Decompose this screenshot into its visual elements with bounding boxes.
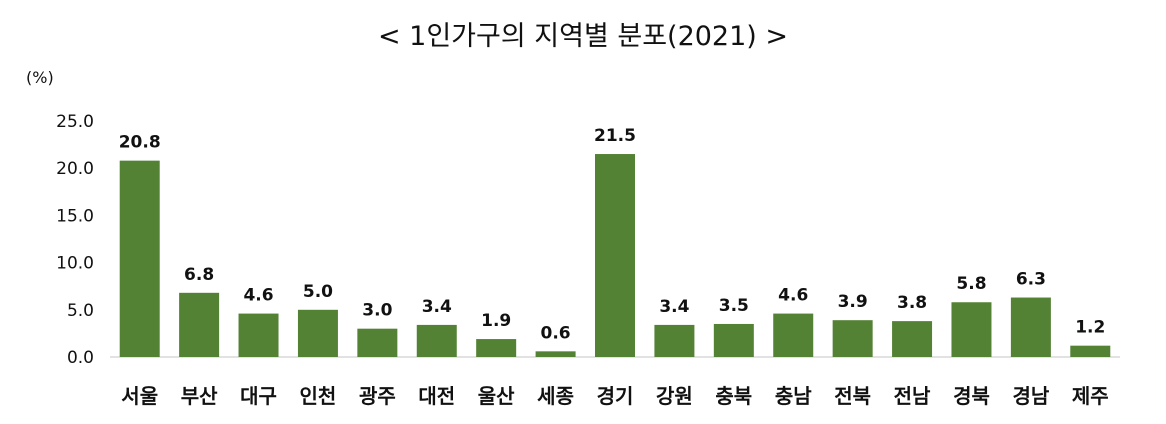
bar [713, 323, 754, 357]
y-tick-label: 0.0 [67, 348, 94, 368]
y-axis-unit: (%) [26, 68, 54, 87]
category-label: 경북 [953, 384, 990, 408]
bar [179, 292, 220, 357]
y-tick-label: 25.0 [56, 112, 94, 132]
y-tick-label: 20.0 [56, 159, 94, 179]
data-label: 3.4 [422, 297, 452, 317]
value-labels: 20.8 6.8 4.6 5.0 3.0 3.4 1.9 0.6 21.5 3.4 3.5 4.6 3.… [119, 126, 1106, 343]
bar [595, 154, 635, 357]
y-tick-label: 5.0 [67, 301, 94, 321]
data-label: 6.3 [1016, 270, 1046, 290]
category-label: 충남 [775, 384, 812, 408]
category-label: 세종 [537, 384, 574, 408]
bar [951, 302, 992, 357]
category-label: 제주 [1072, 384, 1109, 408]
data-label: 4.6 [778, 286, 808, 306]
bar [654, 324, 695, 357]
bar [416, 324, 457, 357]
category-labels: 서울 부산 대구 인천 광주 대전 울산 세종 경기 강원 충북 충남 전북 전남 경북 경남 제주 [121, 384, 1108, 408]
data-label: 3.8 [897, 293, 927, 313]
data-label: 20.8 [119, 133, 161, 153]
data-label: 5.8 [956, 274, 986, 294]
category-label: 경기 [597, 384, 634, 408]
category-label: 부산 [181, 384, 218, 408]
bar [238, 313, 279, 357]
category-label: 충북 [715, 384, 752, 408]
data-label: 0.6 [541, 323, 571, 343]
data-label: 1.9 [481, 311, 511, 331]
y-tick-label: 15.0 [56, 206, 94, 226]
category-label: 경남 [1012, 384, 1049, 408]
bar [119, 160, 160, 357]
category-label: 서울 [121, 384, 158, 408]
category-label: 광주 [359, 384, 396, 408]
category-label: 인천 [300, 384, 337, 408]
bar [892, 321, 933, 357]
chart-title: < 1인가구의 지역별 분포(2021) > [377, 21, 789, 52]
data-label: 5.0 [303, 282, 333, 302]
category-label: 강원 [656, 384, 693, 408]
bar [1010, 297, 1051, 357]
bar [357, 328, 398, 357]
data-label: 21.5 [594, 126, 636, 146]
y-tick-label: 10.0 [56, 254, 94, 274]
data-label: 3.5 [719, 296, 749, 316]
data-label: 4.6 [243, 286, 273, 306]
bar [1070, 345, 1111, 357]
data-label: 3.0 [362, 301, 392, 321]
bar [832, 320, 873, 357]
category-label: 대구 [240, 384, 277, 408]
data-label: 1.2 [1075, 318, 1105, 338]
data-label: 3.4 [659, 297, 689, 317]
data-label: 3.9 [838, 292, 868, 312]
bar [773, 313, 814, 357]
category-label: 대전 [418, 384, 455, 408]
category-label: 전남 [894, 384, 931, 408]
bar [535, 351, 576, 357]
category-label: 울산 [478, 384, 515, 408]
bar [476, 339, 517, 357]
category-label: 전북 [834, 384, 871, 408]
bars [119, 154, 1111, 357]
data-label: 6.8 [184, 265, 214, 285]
bar [297, 309, 338, 357]
y-axis-ticks: 0.0 5.0 10.0 15.0 20.0 25.0 [56, 112, 94, 368]
